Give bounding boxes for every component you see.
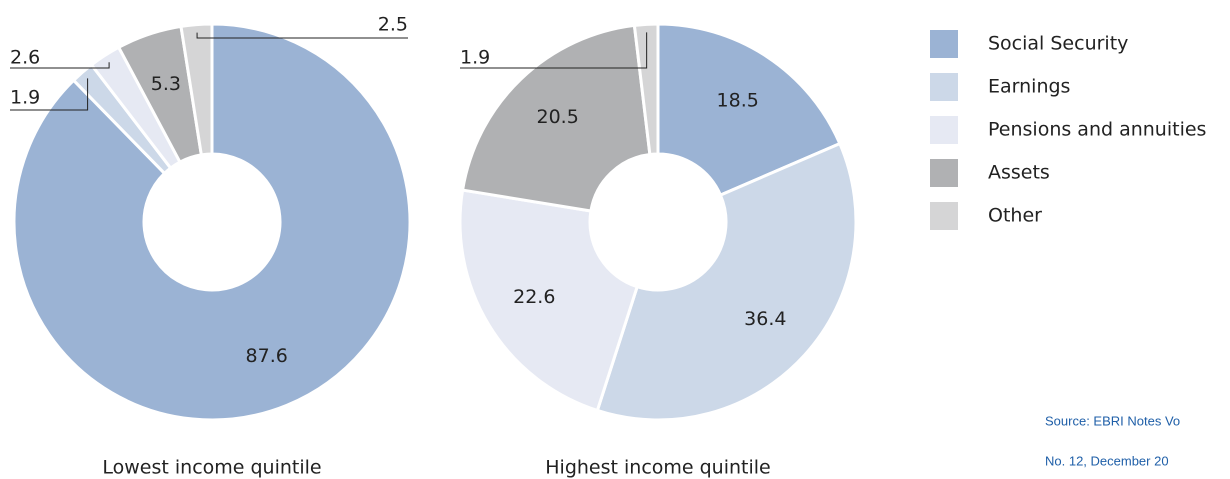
source-line: No. 12, December 20 xyxy=(1045,453,1169,468)
donut-slice xyxy=(12,22,412,422)
data-label: 1.9 xyxy=(460,47,490,69)
data-label: 36.4 xyxy=(744,308,786,330)
leader-line xyxy=(10,78,89,111)
donut-slice xyxy=(656,22,842,198)
donut-slice xyxy=(179,22,214,157)
legend-label: Earnings xyxy=(988,76,1070,98)
data-label: 18.5 xyxy=(717,89,759,111)
data-label: 22.6 xyxy=(513,286,555,308)
data-label: 2.5 xyxy=(378,14,408,36)
donut-slice xyxy=(458,188,640,413)
legend-swatch xyxy=(930,116,958,144)
data-label: 2.6 xyxy=(10,47,40,69)
legend-label: Assets xyxy=(988,162,1050,184)
legend-label: Pensions and annuities xyxy=(988,119,1206,141)
legend-swatch xyxy=(930,73,958,101)
chart-title: Lowest income quintile xyxy=(102,457,321,479)
legend-swatch xyxy=(930,202,958,230)
data-label: 1.9 xyxy=(10,87,40,109)
leader-line xyxy=(460,32,648,69)
chart-title: Highest income quintile xyxy=(545,457,771,479)
data-label: 5.3 xyxy=(151,73,181,95)
legend-label: Other xyxy=(988,205,1042,227)
leader-line xyxy=(196,32,408,39)
source-line: Source: EBRI Notes Vo xyxy=(1045,413,1180,428)
donut-slice xyxy=(460,23,652,213)
legend-swatch xyxy=(930,159,958,187)
donut-slice xyxy=(632,22,660,157)
donut-slice xyxy=(595,141,858,422)
legend-swatch xyxy=(930,30,958,58)
leader-line xyxy=(10,62,110,69)
data-label: 87.6 xyxy=(246,345,288,367)
data-label: 20.5 xyxy=(537,106,579,128)
legend-label: Social Security xyxy=(988,33,1128,55)
